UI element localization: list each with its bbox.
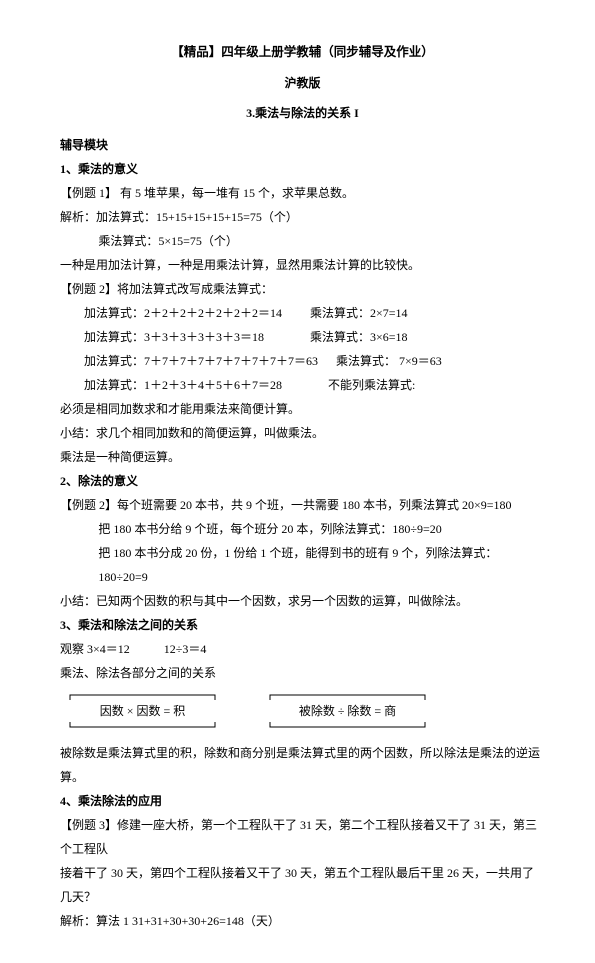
- mul-is-simple: 乘法是一种简便运算。: [60, 445, 545, 469]
- relation-diagram: 因数 × 因数 = 积 被除数 ÷ 除数 = 商: [60, 689, 545, 733]
- section-2-heading: 2、除法的意义: [60, 469, 545, 493]
- div-ex-2: 把 180 本书分给 9 个班，每个班分 20 本，列除法算式：180÷9=20: [60, 517, 545, 541]
- note-compare: 一种是用加法计算，一种是用乘法计算，显然用乘法计算的比较快。: [60, 253, 545, 277]
- chapter-title: 3.乘法与除法的关系 I: [60, 101, 545, 125]
- relation-diagram-svg: 因数 × 因数 = 积 被除数 ÷ 除数 = 商: [60, 689, 460, 733]
- must-same-addend: 必须是相同加数求和才能用乘法来简便计算。: [60, 397, 545, 421]
- observe-div: 12÷3＝4: [164, 642, 207, 656]
- section-4-heading: 4、乘法除法的应用: [60, 789, 545, 813]
- pair-2-mul: 乘法算式：3×6=18: [310, 330, 408, 344]
- div-ex-1: 【例题 2】每个班需要 20 本书，共 9 个班，一共需要 180 本书，列乘法…: [60, 493, 545, 517]
- div-ex-3: 把 180 本书分成 20 份，1 份给 1 个班，能得到书的班有 9 个，列除…: [60, 541, 545, 589]
- pair-4-add: 加法算式：1＋2＋3＋4＋5＋6＋7＝28: [84, 378, 282, 392]
- module-heading: 辅导模块: [60, 133, 545, 157]
- pair-2-add: 加法算式：3＋3＋3＋3＋3＋3＝18: [84, 330, 264, 344]
- pair-1: 加法算式：2＋2＋2＋2＋2＋2＋2＝14 乘法算式：2×7=14: [60, 301, 545, 325]
- summary-div: 小结：已知两个因数的积与其中一个因数，求另一个因数的运算，叫做除法。: [60, 589, 545, 613]
- pair-4-mul: 不能列乘法算式:: [328, 378, 415, 392]
- svg-text:因数 × 因数 = 积: 因数 × 因数 = 积: [100, 703, 186, 718]
- pair-3: 加法算式：7＋7＋7＋7＋7＋7＋7＋7＋7＝63 乘法算式： 7×9＝63: [60, 349, 545, 373]
- page: 【精品】四年级上册学教辅（同步辅导及作业） 沪教版 3.乘法与除法的关系 I 辅…: [0, 0, 595, 963]
- example-3-a: 【例题 3】修建一座大桥，第一个工程队干了 31 天，第二个工程队接着又干了 3…: [60, 813, 545, 861]
- main-title: 【精品】四年级上册学教辅（同步辅导及作业）: [60, 40, 545, 65]
- svg-text:被除数 ÷ 除数 = 商: 被除数 ÷ 除数 = 商: [299, 703, 396, 718]
- analysis-mul: 乘法算式：5×15=75（个）: [60, 229, 545, 253]
- pair-3-add: 加法算式：7＋7＋7＋7＋7＋7＋7＋7＋7＝63: [84, 354, 318, 368]
- example-3-b: 接着干了 30 天，第四个工程队接着又干了 30 天，第五个工程队最后干里 26…: [60, 861, 545, 909]
- sub-title: 沪教版: [60, 71, 545, 95]
- example-3-c: 解析：算法 1 31+31+30+30+26=148（天）: [60, 909, 545, 933]
- pair-1-mul: 乘法算式：2×7=14: [310, 306, 408, 320]
- summary-mul: 小结：求几个相同加数和的简便运算，叫做乘法。: [60, 421, 545, 445]
- pair-2: 加法算式：3＋3＋3＋3＋3＋3＝18 乘法算式：3×6=18: [60, 325, 545, 349]
- observe-mul: 观察 3×4＝12: [60, 642, 130, 656]
- inverse-note: 被除数是乘法算式里的积，除数和商分别是乘法算式里的两个因数，所以除法是乘法的逆运…: [60, 741, 545, 789]
- analysis-add: 解析：加法算式：15+15+15+15+15=75（个）: [60, 205, 545, 229]
- example-2: 【例题 2】将加法算式改写成乘法算式：: [60, 277, 545, 301]
- pair-3-mul: 乘法算式： 7×9＝63: [336, 354, 442, 368]
- example-1: 【例题 1】 有 5 堆苹果，每一堆有 15 个，求苹果总数。: [60, 181, 545, 205]
- section-3-heading: 3、乘法和除法之间的关系: [60, 613, 545, 637]
- section-1-heading: 1、乘法的意义: [60, 157, 545, 181]
- relation-heading: 乘法、除法各部分之间的关系: [60, 661, 545, 685]
- pair-1-add: 加法算式：2＋2＋2＋2＋2＋2＋2＝14: [84, 306, 282, 320]
- pair-4: 加法算式：1＋2＋3＋4＋5＋6＋7＝28 不能列乘法算式:: [60, 373, 545, 397]
- observe-line: 观察 3×4＝12 12÷3＝4: [60, 637, 545, 661]
